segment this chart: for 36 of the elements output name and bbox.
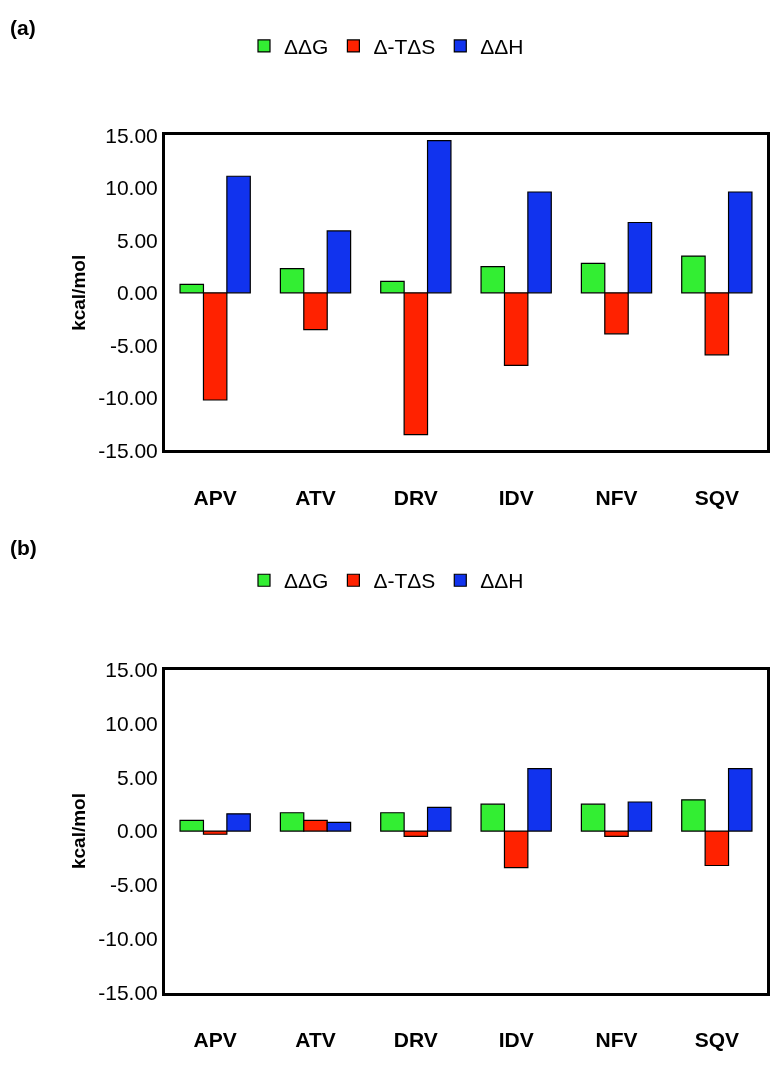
x-tick-label: IDV [498,485,534,509]
x-tick-label: DRV [393,1027,438,1051]
y-tick-label: 10.00 [105,711,158,735]
legend-label: Δ-TΔS [373,569,436,593]
chart-title: (a) [10,16,36,39]
y-tick-label: 15.00 [105,123,158,147]
legend-label: ΔΔG [284,569,329,593]
x-tick-label: APV [193,1027,237,1051]
legend-label: ΔΔG [284,35,329,59]
legend-label: ΔΔH [480,35,524,59]
y-tick-label: 0.00 [116,281,158,305]
y-tick-label: 5.00 [116,765,158,789]
y-tick-label: -10.00 [98,386,158,410]
y-tick-label: -15.00 [98,980,158,1004]
legend-label: ΔΔH [480,569,524,593]
y-tick-label: 10.00 [105,176,158,200]
y-tick-label: -10.00 [98,927,158,951]
y-tick-label: -15.00 [98,438,158,462]
x-tick-label: APV [193,485,237,509]
legend-label: Δ-TΔS [373,35,436,59]
y-axis-title: kcal/mol [68,254,90,331]
y-axis-title: kcal/mol [68,793,90,870]
chart-title: (b) [10,536,37,559]
y-tick-label: -5.00 [109,333,158,357]
x-tick-label: ATV [295,1027,336,1051]
y-tick-label: -5.00 [109,873,158,897]
y-tick-label: 5.00 [116,228,158,252]
x-tick-label: NFV [595,1027,638,1051]
y-tick-label: 15.00 [105,657,158,681]
x-tick-label: DRV [393,485,438,509]
x-tick-label: IDV [498,1027,534,1051]
x-tick-label: SQV [694,1027,740,1051]
x-tick-label: ATV [295,485,336,509]
x-tick-label: SQV [694,485,740,509]
y-tick-label: 0.00 [116,819,158,843]
x-tick-label: NFV [595,485,638,509]
